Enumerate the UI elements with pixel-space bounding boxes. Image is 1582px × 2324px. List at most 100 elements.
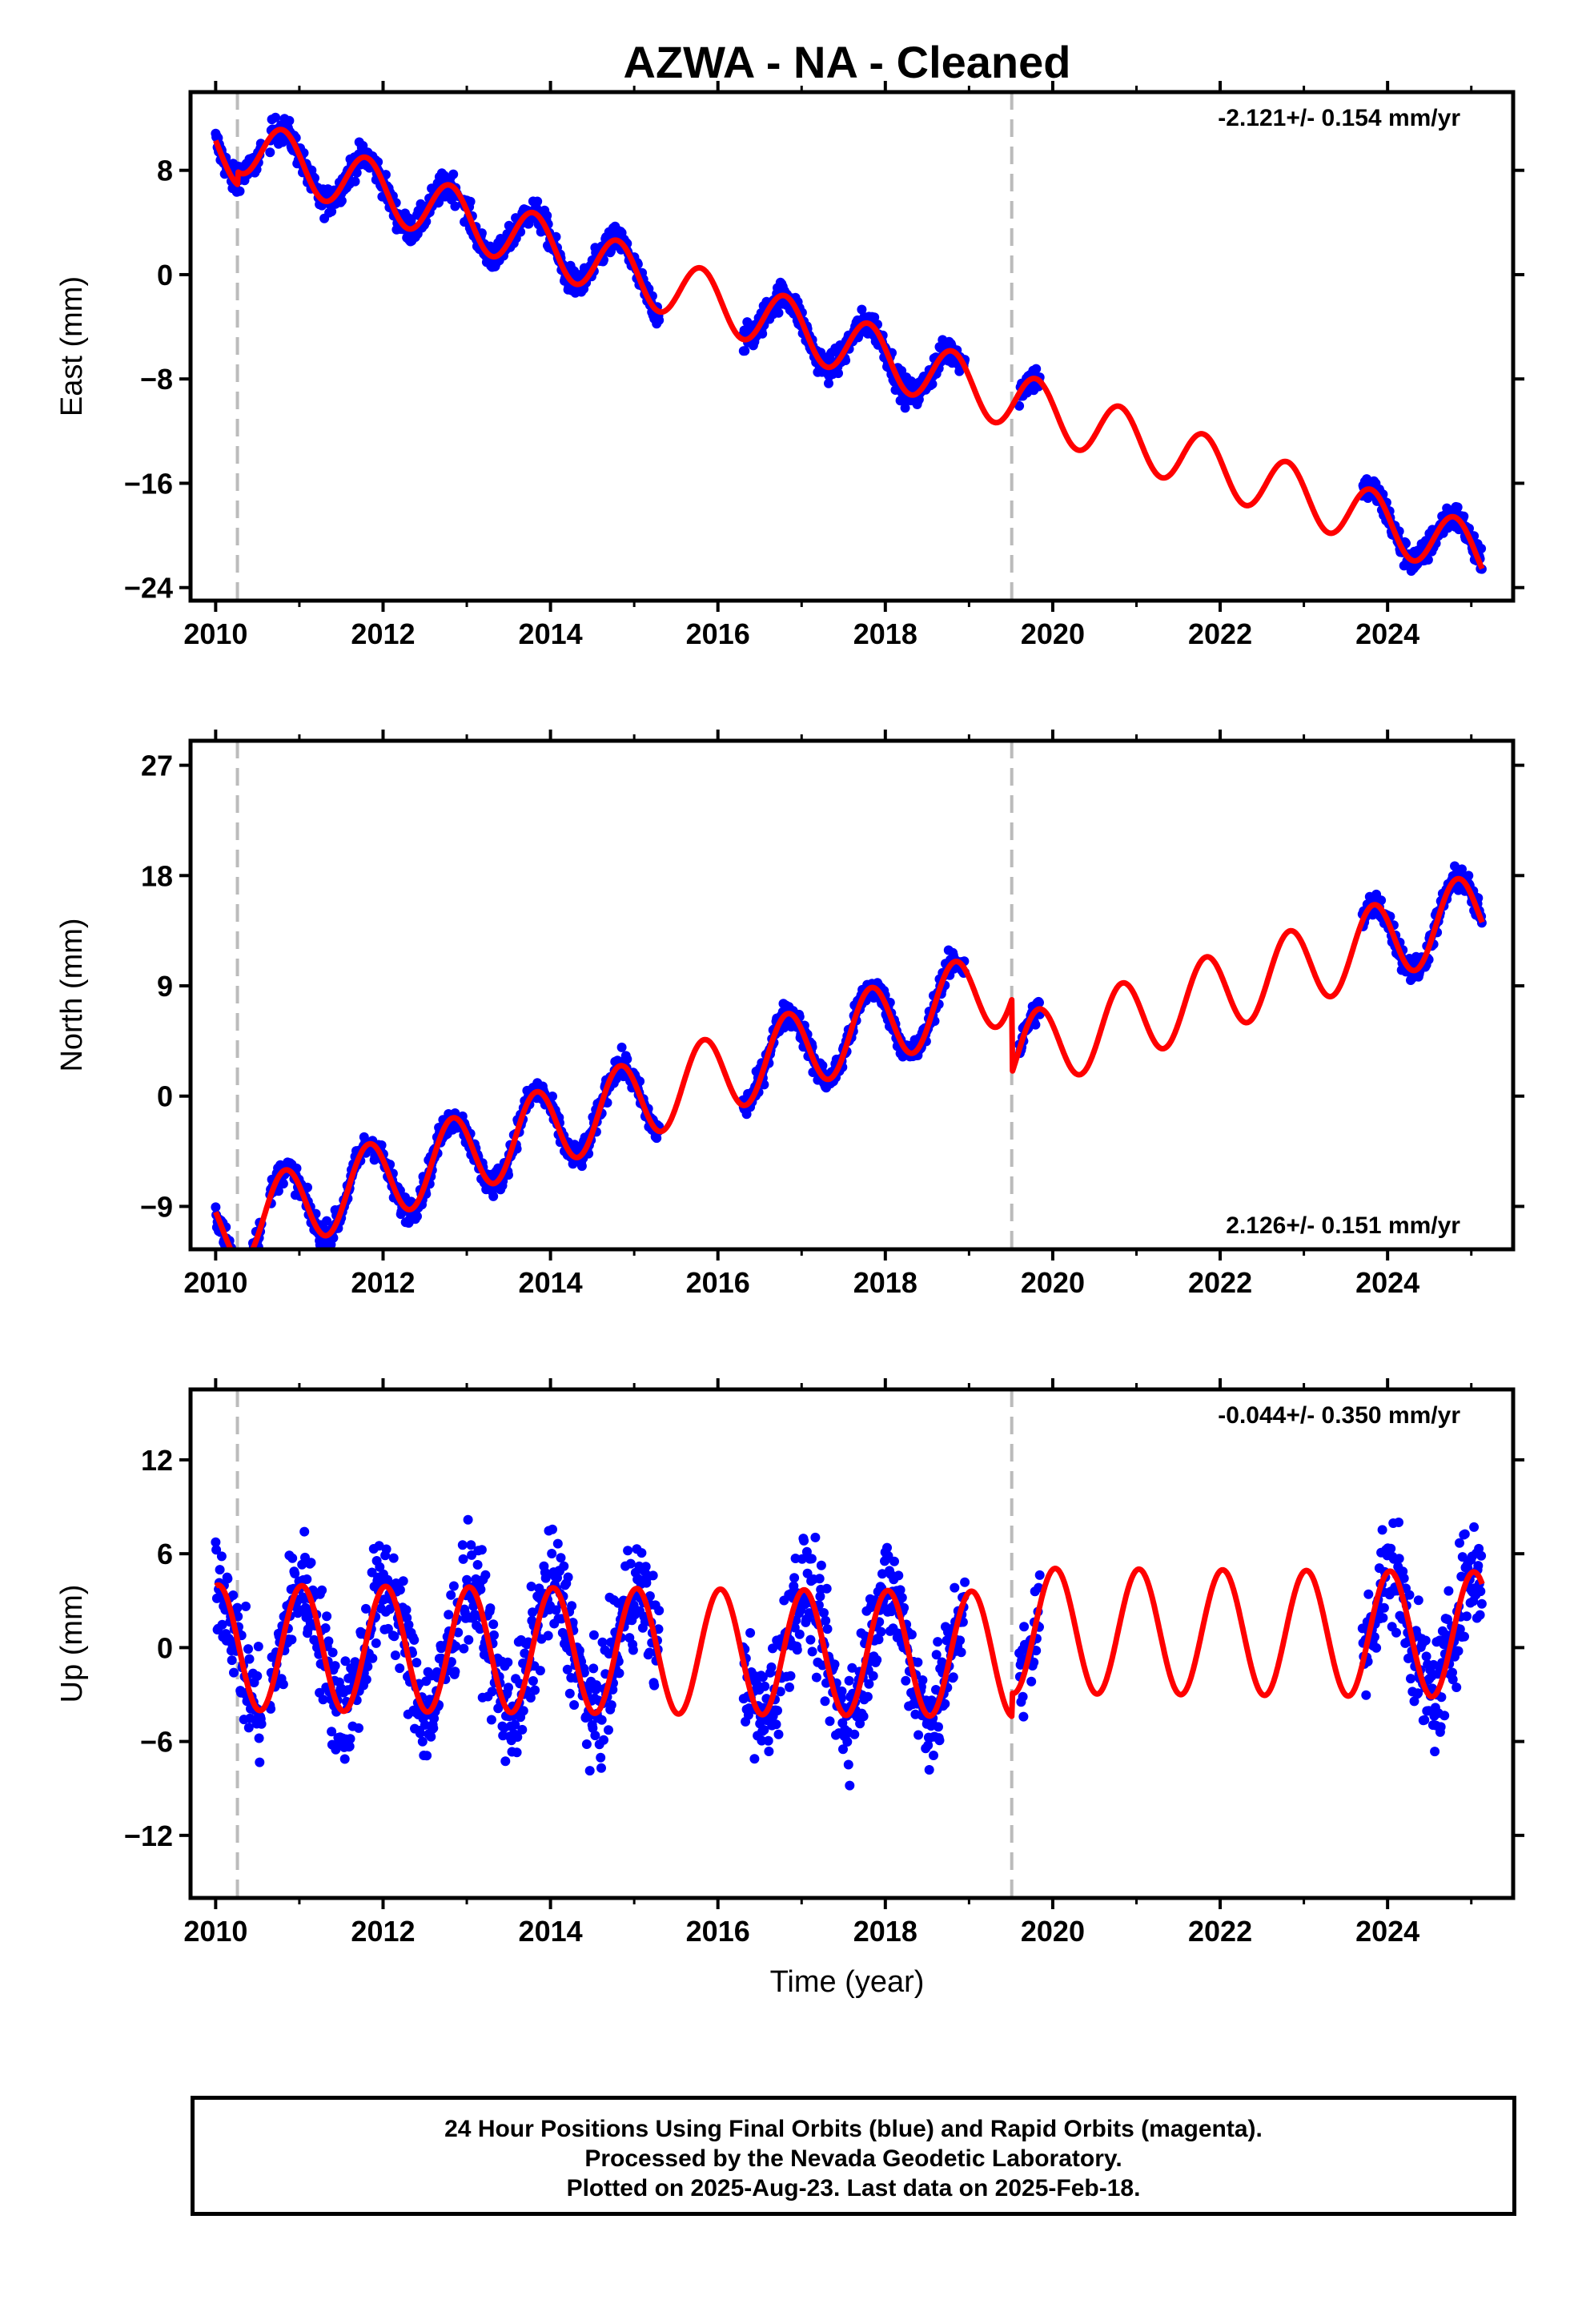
observation-point xyxy=(749,1754,760,1764)
observation-point xyxy=(763,1735,773,1746)
y-tick-label: 27 xyxy=(141,750,173,782)
observation-point xyxy=(1014,400,1025,411)
model-curve xyxy=(213,875,1485,1249)
observation-point xyxy=(320,1623,331,1633)
observation-point xyxy=(588,1723,598,1733)
observation-point xyxy=(1386,1543,1396,1554)
y-tick-label: 0 xyxy=(157,1631,173,1664)
observation-point xyxy=(1476,1598,1487,1609)
observation-point xyxy=(235,1251,244,1261)
x-tick-label: 2010 xyxy=(183,617,247,650)
observation-point xyxy=(409,1634,420,1645)
observation-point xyxy=(564,1688,575,1699)
observation-point xyxy=(1420,1635,1431,1646)
observation-point xyxy=(530,1685,540,1695)
observation-point xyxy=(847,1663,857,1673)
observation-point xyxy=(318,1695,328,1705)
observation-point xyxy=(265,147,275,158)
x-tick-label: 2014 xyxy=(519,1266,583,1299)
observation-point xyxy=(476,1545,487,1555)
observation-point xyxy=(1473,1561,1484,1571)
y-tick-label: −8 xyxy=(140,363,173,396)
observation-point xyxy=(235,186,245,196)
observation-point xyxy=(799,1535,809,1546)
observation-point xyxy=(480,1570,491,1580)
observation-point xyxy=(417,1736,428,1747)
observation-point xyxy=(1443,1586,1454,1596)
observation-point xyxy=(450,1667,460,1677)
observation-point xyxy=(648,1570,658,1581)
observation-point xyxy=(228,1590,239,1600)
observation-point xyxy=(606,1700,616,1711)
observation-point xyxy=(913,1730,924,1740)
observation-point xyxy=(548,1092,557,1101)
observation-point xyxy=(844,1675,854,1686)
observation-point xyxy=(1377,1525,1387,1535)
observation-point xyxy=(233,1257,243,1267)
observation-point xyxy=(614,1668,624,1679)
observation-point xyxy=(535,1666,545,1676)
observation-point xyxy=(1019,1622,1030,1632)
observation-point xyxy=(374,1541,384,1551)
observation-point xyxy=(532,196,543,207)
observation-point xyxy=(792,1645,802,1655)
observation-point xyxy=(401,1605,412,1615)
observation-point xyxy=(1460,1631,1469,1642)
observation-point xyxy=(239,1252,249,1262)
x-tick-label: 2010 xyxy=(183,1915,247,1948)
observation-point xyxy=(476,1584,486,1594)
observation-point xyxy=(773,1706,782,1715)
observation-point xyxy=(797,1554,807,1564)
observation-point xyxy=(1452,1683,1462,1692)
y-tick-label: 6 xyxy=(157,1538,173,1570)
observation-point xyxy=(785,1671,796,1681)
panel-east: −24 −16 −8 0 8 2010 2012 2014 2016 2018 2020 2022 20… xyxy=(55,81,1524,650)
observation-point xyxy=(528,1676,538,1686)
observation-point xyxy=(552,1538,563,1549)
observation-point xyxy=(246,1253,255,1263)
observation-point xyxy=(559,1561,569,1571)
observation-point xyxy=(266,1703,276,1714)
observation-point xyxy=(562,1664,572,1675)
observation-point xyxy=(740,346,750,356)
observation-point xyxy=(814,1574,825,1584)
x-tick-label: 2014 xyxy=(519,617,583,650)
observation-point xyxy=(1452,502,1463,513)
observation-point xyxy=(628,1645,638,1655)
observation-point xyxy=(322,1216,332,1226)
observation-point xyxy=(375,1562,385,1572)
observation-point xyxy=(757,1672,768,1683)
x-tick-label: 2012 xyxy=(351,1266,415,1299)
observation-point xyxy=(842,1737,853,1747)
observation-point xyxy=(1406,1674,1415,1684)
observation-point xyxy=(291,1163,302,1173)
observation-point xyxy=(576,1161,587,1172)
observation-point xyxy=(590,1731,600,1741)
observation-point xyxy=(466,1540,476,1550)
observation-point xyxy=(829,1659,840,1670)
observation-point xyxy=(1450,861,1460,871)
observation-point xyxy=(857,304,867,315)
observation-point xyxy=(811,1672,821,1683)
observation-point xyxy=(412,1658,422,1668)
observation-point xyxy=(933,1637,943,1647)
observation-point xyxy=(503,1657,513,1667)
observation-point xyxy=(451,1641,461,1651)
observation-point xyxy=(383,1623,393,1634)
y-tick-label: −16 xyxy=(124,467,173,500)
observation-point xyxy=(1018,1691,1028,1702)
observation-point xyxy=(960,1577,970,1587)
y-axis-label: East (mm) xyxy=(55,276,89,416)
x-tick-label: 2016 xyxy=(686,1915,750,1948)
x-tick-label: 2010 xyxy=(183,1266,247,1299)
observation-point xyxy=(287,1553,298,1563)
observation-point xyxy=(331,1744,341,1755)
observation-point xyxy=(327,1727,337,1737)
observation-point xyxy=(488,1619,499,1630)
observation-point xyxy=(485,1603,496,1614)
observation-point xyxy=(556,1553,566,1563)
observation-point xyxy=(395,1585,405,1595)
observation-point xyxy=(322,1611,332,1622)
observation-point xyxy=(241,1601,251,1611)
observation-point xyxy=(654,1606,665,1616)
